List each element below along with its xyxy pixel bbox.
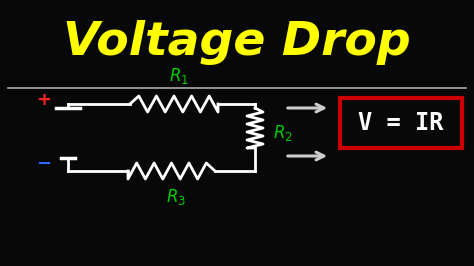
Text: $R_2$: $R_2$	[273, 123, 293, 143]
Text: +: +	[36, 91, 52, 109]
Text: $R_3$: $R_3$	[166, 187, 186, 207]
Text: Voltage Drop: Voltage Drop	[63, 20, 411, 65]
Text: −: −	[36, 155, 52, 173]
Text: $R_1$: $R_1$	[169, 66, 189, 86]
Bar	[340, 98, 462, 148]
Text: V = IR: V = IR	[358, 111, 444, 135]
